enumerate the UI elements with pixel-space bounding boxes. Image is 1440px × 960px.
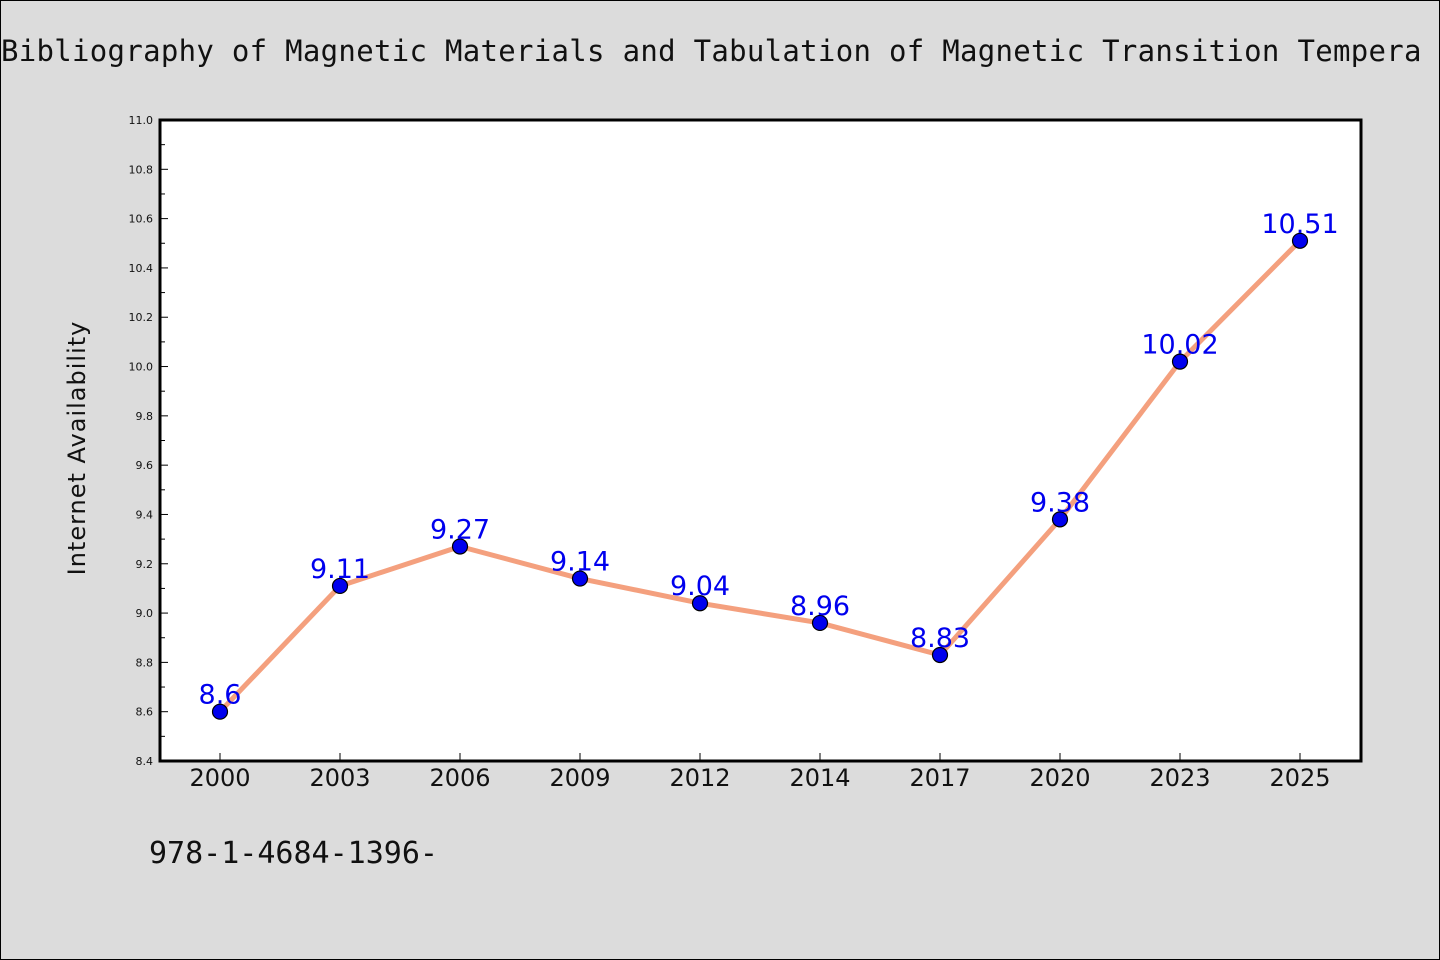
x-tick-label: 2017: [909, 764, 970, 792]
data-point: [451, 538, 469, 555]
x-tick-label: 2000: [189, 764, 250, 792]
y-tick-label: 11.0: [129, 114, 154, 127]
data-labels: 8.6 9.11 9.27 9.14 9.04 8.96 8.83 9.38 10.02 10.5…: [199, 209, 1339, 711]
x-tick-label: 2025: [1269, 764, 1330, 792]
data-point: [931, 646, 949, 664]
y-axis: 8.4 8.6 8.8 9.0 9.2 9.4 9.6 9.8 10.0 10.2 10.4 10.6…: [129, 114, 168, 768]
data-point: [1171, 353, 1189, 370]
y-tick-label: 9.0: [136, 607, 154, 620]
data-label: 8.83: [910, 623, 970, 654]
data-point: [331, 577, 349, 595]
y-tick-label: 9.8: [136, 410, 154, 423]
data-label: 8.6: [199, 680, 242, 711]
x-tick-label: 2023: [1149, 764, 1210, 792]
y-tick-label: 10.0: [129, 361, 154, 374]
y-tick-label: 9.6: [136, 459, 154, 472]
y-tick-label: 10.8: [129, 163, 154, 176]
data-label: 8.96: [790, 591, 850, 622]
x-tick-label: 2009: [549, 764, 610, 792]
y-tick-label: 9.2: [136, 558, 154, 571]
x-tick-label: 2020: [1029, 764, 1090, 792]
data-markers: [211, 232, 1309, 720]
footer-text: 978-1-4684-1396-: [149, 836, 438, 871]
plot-area: [158, 118, 1363, 763]
data-label: 9.04: [670, 571, 730, 602]
x-tick-label: 2012: [669, 764, 730, 792]
data-point: [1051, 511, 1069, 528]
data-label: 9.38: [1030, 487, 1090, 518]
data-point: [691, 595, 709, 612]
x-axis: 2000 2003 2006 2009 2012 2014 2017 2020 2023 2025: [189, 753, 1331, 792]
data-label: 9.14: [550, 547, 610, 578]
data-label: 9.11: [310, 554, 370, 585]
data-label: 10.02: [1141, 330, 1218, 361]
data-point: [811, 614, 829, 632]
data-point: [211, 703, 229, 720]
y-tick-label: 9.4: [136, 508, 154, 521]
data-label: 10.51: [1261, 209, 1338, 240]
data-point: [1291, 232, 1309, 249]
y-tick-label: 8.8: [136, 656, 154, 669]
x-tick-label: 2003: [309, 764, 370, 792]
y-tick-label: 8.4: [136, 755, 154, 768]
y-tick-label: 10.2: [129, 311, 154, 324]
y-tick-label: 10.6: [129, 213, 154, 226]
data-point: [571, 570, 589, 587]
chart-title: Bibliography of Magnetic Materials and T…: [1, 34, 1422, 68]
series-line: [218, 239, 1302, 714]
x-tick-label: 2006: [429, 764, 490, 792]
y-tick-label: 10.4: [129, 262, 154, 275]
y-tick-label: 8.6: [136, 706, 154, 719]
x-tick-label: 2014: [789, 764, 850, 792]
data-label: 9.27: [430, 515, 490, 546]
